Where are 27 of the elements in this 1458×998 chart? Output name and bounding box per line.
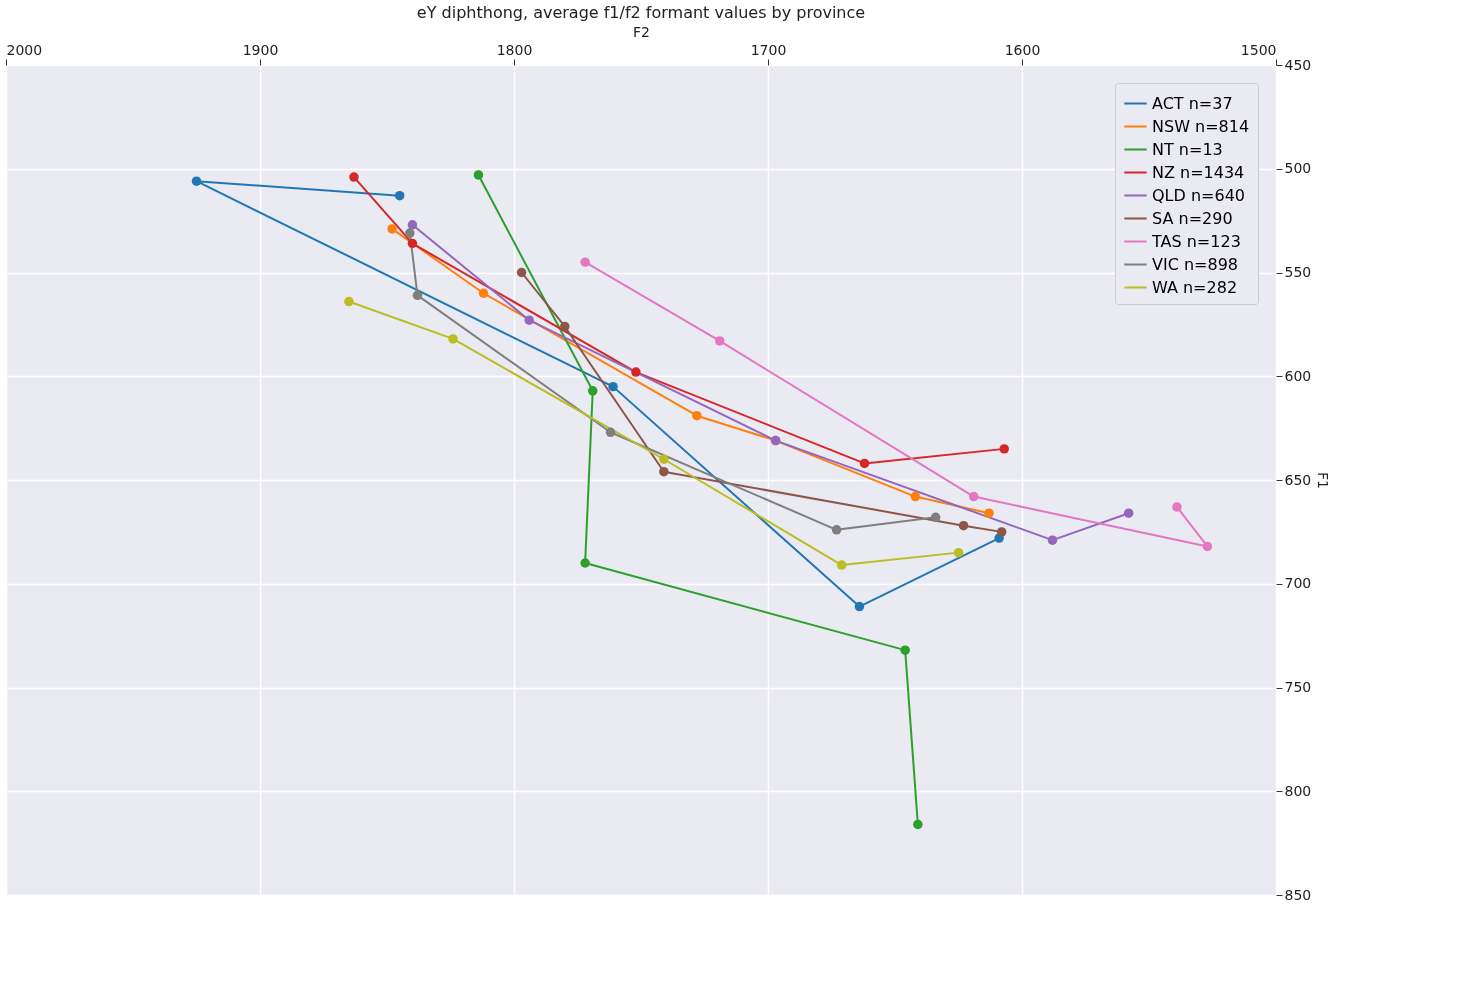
y-tick-label: 550 [1284,264,1312,280]
y-tick-label: 600 [1284,367,1312,384]
legend-label: NSW n=814 [1152,116,1250,136]
y-tick-label: 750 [1284,679,1312,695]
x-tick-label: 1900 [242,41,279,58]
legend-label: SA n=290 [1152,208,1233,228]
y-axis-title: F1 [1315,472,1332,489]
y-tick-label: 800 [1284,782,1312,799]
legend-label: TAS n=123 [1151,231,1241,251]
x-tick-label: 1800 [496,41,533,58]
legend-label: QLD n=640 [1152,185,1245,205]
x-tick-label: 1700 [750,41,787,58]
y-tick-label: 450 [1284,56,1312,73]
y-tick-label: 500 [1284,160,1312,177]
x-tick-label: 1600 [1004,41,1041,58]
y-tick-label: 650 [1284,471,1312,488]
legend-label: VIC n=898 [1152,254,1239,274]
legend-label: NZ n=1434 [1152,162,1245,182]
legend-label: WA n=282 [1152,277,1238,297]
legend-label: ACT n=37 [1152,93,1233,113]
y-tick-label: 700 [1284,575,1312,592]
y-tick-label: 850 [1284,886,1312,903]
chart-title: eY diphthong, average f1/f2 formant values by province [416,3,866,22]
x-tick-label: 1500 [1240,41,1277,58]
x-tick-label: 2000 [6,41,43,58]
legend-label: NT n=13 [1152,139,1223,159]
x-axis-title: F2 [633,23,650,40]
